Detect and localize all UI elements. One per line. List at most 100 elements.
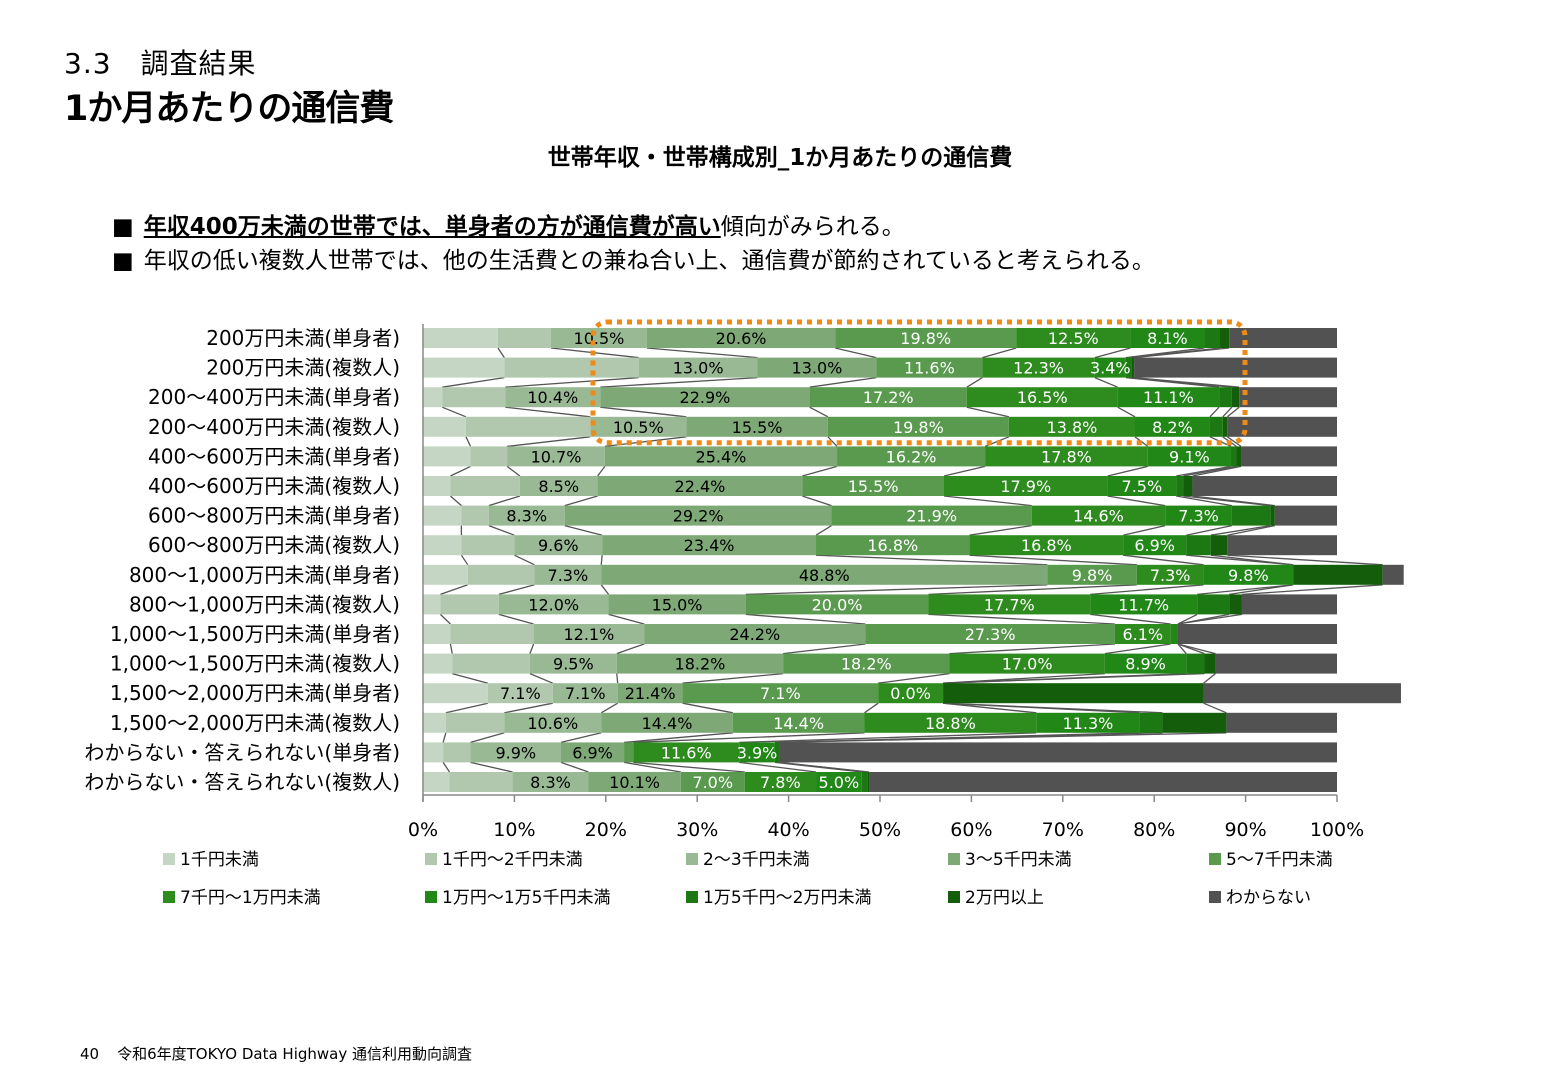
data-label: 15.5% — [848, 477, 899, 496]
data-label: 24.2% — [729, 625, 780, 644]
square-bullet-icon: ■ — [112, 214, 134, 240]
data-label: 6.9% — [1134, 536, 1175, 555]
series-connector-line — [623, 761, 681, 773]
data-label: 25.4% — [696, 447, 747, 466]
bar-segment — [452, 653, 530, 674]
bar-segment — [1241, 446, 1337, 467]
bar-segment — [943, 683, 1204, 704]
data-label: 15.0% — [652, 595, 703, 614]
bar-segment — [949, 653, 1105, 674]
series-connector-line — [488, 524, 515, 536]
series-connector-line — [514, 554, 535, 566]
bullet-item: ■ 年収の低い複数人世帯では、他の生活費との兼ね合い上、通信費が節約されていると考… — [112, 244, 1155, 278]
data-label: 27.3% — [965, 625, 1016, 644]
data-label: 9.8% — [1228, 566, 1269, 585]
bar-segment — [450, 476, 520, 496]
bar-segment — [442, 387, 506, 408]
series-connector-line — [1104, 643, 1171, 655]
bar-segment — [982, 357, 1095, 378]
bar-segment — [1008, 416, 1136, 437]
bar-segment — [1031, 505, 1166, 526]
bar-segment — [423, 476, 451, 496]
series-connector-line — [1197, 584, 1294, 596]
bar-segment — [600, 387, 810, 408]
bar-segment — [552, 683, 618, 704]
data-label: 17.7% — [984, 595, 1035, 614]
series-connector-line — [498, 613, 534, 625]
data-label: 13.0% — [673, 359, 724, 378]
legend-label: 5～7千円未満 — [1226, 850, 1333, 870]
series-connector-line — [809, 376, 877, 388]
series-connector-line — [1134, 347, 1230, 359]
series-connector-line — [1090, 584, 1204, 596]
bar-segment — [1241, 594, 1337, 615]
bar-segment — [461, 505, 489, 526]
series-connector-line — [982, 347, 1017, 359]
data-label: 12.0% — [528, 595, 579, 614]
bar-segment — [1136, 564, 1204, 585]
series-connector-line — [783, 643, 866, 655]
series-connector-line — [506, 465, 521, 477]
data-label: 10.5% — [574, 329, 625, 348]
series-connector-line — [442, 376, 505, 388]
category-label: わからない・答えられない(単身者) — [84, 740, 400, 764]
series-connector-line — [928, 584, 1137, 596]
series-connector-line — [470, 761, 513, 773]
legend-swatch — [1209, 853, 1221, 865]
series-connector-line — [1227, 554, 1383, 566]
bar-segment — [827, 416, 1009, 437]
bar-segment — [602, 535, 817, 556]
series-connector-line — [1210, 524, 1271, 536]
bar-segment — [1165, 505, 1232, 526]
bar-segment — [440, 594, 499, 615]
bar-segment — [616, 653, 784, 674]
data-label: 7.3% — [548, 566, 589, 585]
bar-segment — [779, 742, 1337, 763]
data-label: 9.6% — [538, 536, 579, 555]
series-connector-line — [1176, 465, 1232, 477]
x-tick-label: 10% — [493, 819, 535, 841]
series-connector-line — [1090, 613, 1171, 625]
bar-segment — [876, 357, 983, 378]
data-label: 20.6% — [716, 329, 767, 348]
category-label: 600～800万円未満(複数人) — [148, 533, 400, 557]
bar-segment — [604, 446, 838, 467]
bar-segment — [423, 772, 450, 792]
data-label: 14.6% — [1073, 507, 1124, 526]
series-connector-line — [1107, 465, 1148, 477]
legend-label: 7千円～1万円未満 — [180, 888, 321, 908]
series-connector-line — [616, 643, 645, 655]
bar-segment — [519, 476, 598, 496]
legend-label: 2～3千円未満 — [703, 850, 810, 870]
legend-label: 3～5千円未満 — [965, 850, 1072, 870]
series-connector-line — [815, 554, 1048, 566]
bar-segment — [867, 772, 870, 792]
bar-segment — [533, 624, 645, 644]
data-label: 16.8% — [867, 536, 918, 555]
bar-segment — [638, 357, 758, 378]
legend-swatch — [948, 891, 960, 903]
series-connector-line — [597, 466, 606, 477]
series-connector-line — [779, 732, 1227, 744]
bar-segment — [1147, 446, 1231, 467]
series-connector-line — [802, 465, 838, 477]
bar-segment — [969, 535, 1124, 556]
series-connector-line — [1125, 347, 1205, 359]
series-connector-line — [969, 554, 1137, 566]
series-connector-line — [1094, 377, 1118, 388]
legend-swatch — [948, 853, 960, 865]
series-connector-line — [445, 702, 489, 714]
category-label: 1,500～2,000万円未満(単身者) — [110, 681, 400, 705]
series-connector-line — [1177, 613, 1243, 625]
bar-segment — [564, 505, 832, 526]
series-connector-line — [1203, 673, 1216, 684]
bar-segment — [1192, 476, 1337, 496]
data-label: 17.9% — [1000, 477, 1051, 496]
bar-segment — [1270, 505, 1275, 526]
bar-segment — [1139, 712, 1163, 733]
series-connector-line — [802, 495, 832, 507]
bar-segment — [869, 772, 1337, 792]
series-connector-line — [1192, 465, 1242, 477]
data-label: 22.4% — [675, 477, 726, 496]
series-connector-line — [1176, 495, 1233, 507]
